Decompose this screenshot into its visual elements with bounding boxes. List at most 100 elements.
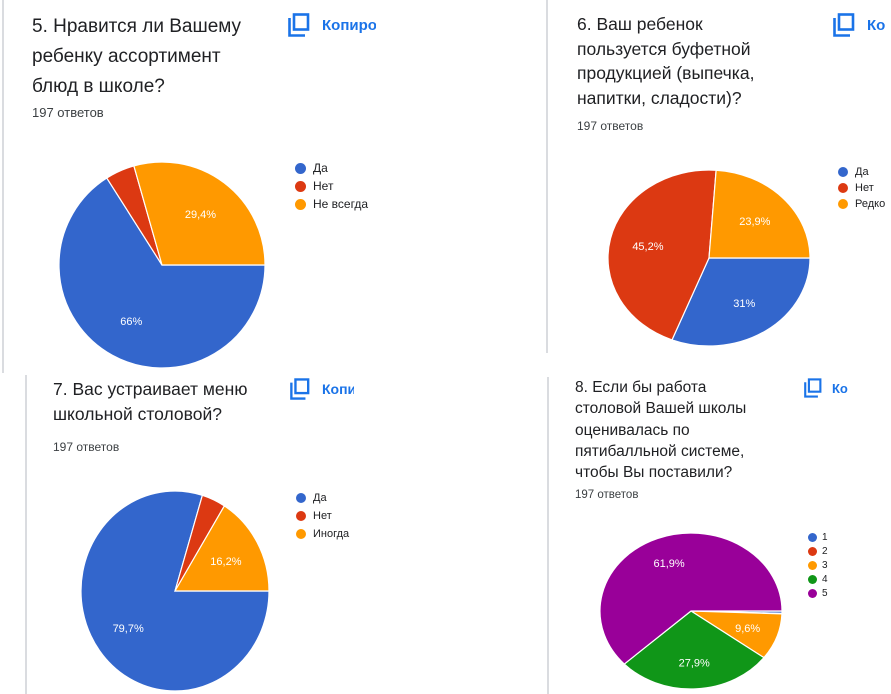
legend-swatch	[838, 167, 848, 177]
legend-swatch	[296, 493, 306, 503]
slice-label: 61,9%	[653, 558, 684, 570]
title-line: оценивалась по	[575, 421, 690, 439]
pie-chart-1: 66% 29,4%	[58, 161, 266, 369]
legend-item: 1	[808, 530, 828, 544]
question-title-7: 7. Вас устраивает меню школьной столовой…	[53, 377, 247, 427]
title-line: школьной столовой?	[53, 404, 223, 424]
pie-slice-Да[interactable]	[671, 257, 811, 347]
slice-label: 23,9%	[739, 216, 770, 228]
legend-item: 5	[808, 586, 828, 600]
copy-button[interactable]: Копиро	[288, 12, 376, 38]
legend-label: 3	[822, 559, 828, 571]
copy-label: Ко	[832, 380, 848, 396]
legend-swatch	[808, 546, 817, 556]
copy-label: Копиро	[322, 16, 376, 34]
card-border	[2, 0, 4, 373]
legend-label: Иногда	[313, 528, 350, 540]
title-line: продукцией (выпечка,	[577, 63, 755, 83]
pie-slice-4[interactable]	[623, 610, 765, 690]
slice-label: 31%	[733, 298, 755, 310]
card-border	[25, 375, 27, 694]
legend-swatch	[808, 574, 817, 584]
slice-label: 66%	[120, 316, 142, 328]
pie-slice-Редко[interactable]	[708, 169, 811, 259]
legend-item: Не всегда	[295, 195, 368, 213]
legend-swatch	[808, 588, 817, 598]
copy-button[interactable]: Ко	[833, 12, 891, 38]
legend-label: 4	[822, 573, 828, 585]
chart-legend: Да Нет Редко	[838, 164, 885, 212]
slice-label: 79,7%	[113, 623, 144, 635]
pie-slice-Да[interactable]	[58, 177, 266, 369]
legend-swatch	[838, 199, 848, 209]
slice-label: 29,4%	[185, 209, 216, 221]
title-line: чтобы Вы поставили?	[575, 464, 733, 482]
response-count: 197 ответов	[53, 440, 120, 454]
title-line: 5. Нравится ли Вашему	[32, 16, 242, 37]
copy-button[interactable]: Ко	[804, 376, 850, 400]
card-border	[546, 0, 548, 353]
legend-item: 2	[808, 544, 828, 558]
chart-legend: Да Нет Не всегда	[295, 159, 368, 213]
pie-slice-5[interactable]	[599, 532, 783, 665]
legend-label: Нет	[313, 179, 334, 193]
legend-item: Да	[295, 159, 368, 177]
card-border	[547, 377, 549, 694]
title-line: столовой Вашей школы	[575, 400, 747, 418]
title-line: ребенку ассортимент	[32, 46, 221, 67]
title-line: 8. Если бы работа	[575, 379, 707, 396]
title-line: пользуется буфетной	[577, 38, 751, 59]
legend-swatch	[295, 162, 306, 174]
legend-item: Нет	[838, 180, 885, 196]
legend-swatch	[838, 183, 848, 193]
chart-legend: Да Нет Иногда	[296, 489, 349, 543]
legend-item: Нет	[296, 507, 349, 525]
slice-label: 27,9%	[679, 657, 710, 669]
copy-icon	[804, 378, 822, 398]
title-line: 6. Ваш ребенок	[577, 14, 703, 34]
copy-icon	[833, 13, 855, 37]
copy-button[interactable]: Копи	[290, 376, 354, 402]
question-title-5: 5. Нравится ли Вашему ребенку ассортимен…	[32, 12, 241, 102]
legend-swatch	[295, 198, 306, 210]
pie-chart-3: 79,7% 16,2%	[80, 490, 270, 692]
question-title-8: 8. Если бы работа столовой Вашей школы о…	[575, 377, 746, 483]
response-count: 197 ответов	[577, 119, 644, 133]
question-title-6: 6. Ваш ребенок пользуется буфетной проду…	[577, 12, 754, 110]
copy-icon	[290, 378, 310, 400]
copy-icon	[288, 13, 310, 37]
legend-label: Нет	[313, 510, 332, 522]
legend-label: Да	[313, 492, 327, 504]
legend-label: Редко	[855, 198, 886, 210]
copy-label: Копи	[322, 381, 354, 397]
legend-swatch	[808, 532, 817, 542]
legend-label: Не всегда	[313, 197, 369, 211]
legend-swatch	[296, 511, 306, 521]
legend-label: 2	[822, 545, 828, 557]
legend-item: Иногда	[296, 525, 349, 543]
pie-slice-Иногда[interactable]	[173, 505, 270, 592]
legend-item: 4	[808, 572, 828, 586]
pie-slice-Не всегда[interactable]	[133, 161, 266, 266]
slice-label: 9,6%	[735, 623, 760, 635]
copy-label: Ко	[867, 16, 886, 34]
response-count: 197 ответов	[575, 489, 639, 501]
legend-label: 1	[822, 531, 828, 543]
legend-swatch	[808, 560, 817, 570]
legend-item: Да	[838, 164, 885, 180]
response-count: 197 ответов	[32, 105, 104, 120]
pie-slice-Нет[interactable]	[607, 169, 717, 341]
title-line: блюд в школе?	[32, 76, 165, 97]
legend-label: Да	[313, 161, 328, 175]
slice-label: 16,2%	[210, 556, 241, 568]
slice-label: 45,2%	[632, 241, 663, 253]
title-line: напитки, сладости)?	[577, 87, 742, 108]
legend-swatch	[296, 529, 306, 539]
title-line: 7. Вас устраивает меню	[53, 379, 248, 399]
title-line: пятибалльной системе,	[575, 442, 745, 460]
legend-label: Нет	[855, 182, 874, 194]
legend-item: Да	[296, 489, 349, 507]
legend-label: Да	[855, 166, 869, 178]
legend-swatch	[295, 180, 306, 192]
